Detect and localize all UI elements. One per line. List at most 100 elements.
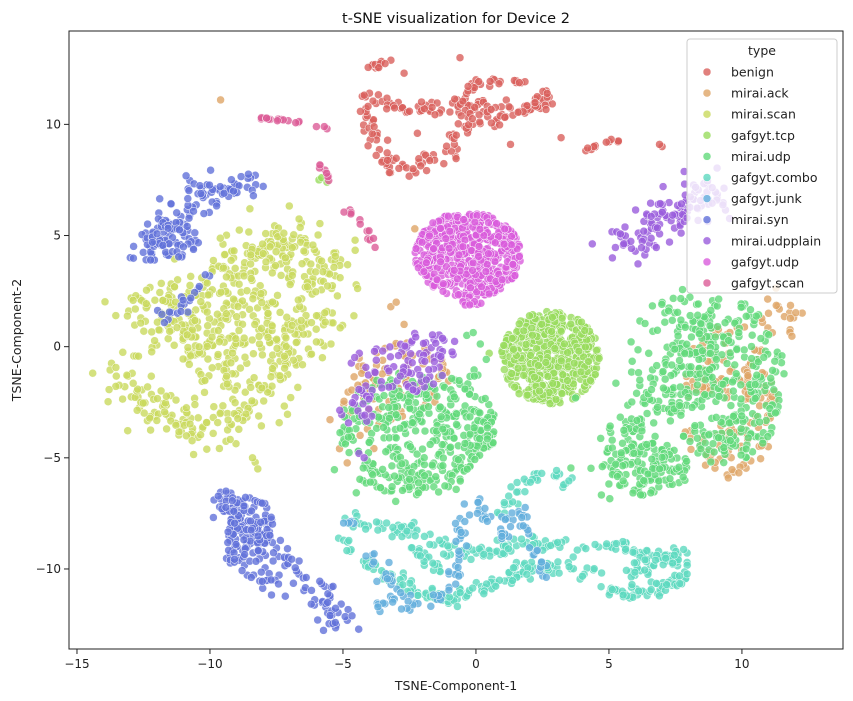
data-point: [268, 364, 277, 373]
data-point: [654, 476, 664, 486]
data-point: [444, 244, 454, 253]
data-point: [736, 302, 746, 312]
data-point: [752, 311, 761, 321]
data-point: [666, 416, 675, 426]
data-point: [655, 140, 664, 149]
data-point: [311, 267, 320, 277]
data-point: [142, 285, 151, 295]
data-point: [280, 352, 289, 361]
data-point: [520, 503, 530, 512]
data-point: [410, 531, 420, 541]
data-point: [212, 201, 221, 211]
data-point: [725, 428, 735, 437]
data-point: [408, 418, 417, 427]
data-point: [468, 266, 477, 275]
data-point: [413, 129, 422, 138]
data-point: [468, 258, 478, 268]
data-point: [732, 345, 742, 354]
data-point: [236, 363, 245, 373]
data-point: [530, 372, 539, 382]
data-point: [129, 242, 138, 251]
data-point: [363, 141, 373, 151]
data-point: [455, 588, 465, 597]
data-point: [769, 385, 779, 395]
data-point: [361, 551, 371, 561]
data-point: [322, 168, 331, 178]
data-point: [245, 305, 254, 314]
data-point: [355, 219, 365, 229]
series-gafgyt-tcp: [314, 173, 604, 408]
data-point: [155, 194, 164, 204]
data-point: [221, 486, 231, 496]
data-point: [388, 523, 398, 532]
data-point: [186, 272, 195, 281]
data-point: [185, 281, 195, 290]
data-point: [398, 486, 407, 495]
data-point: [411, 426, 420, 436]
data-point: [484, 289, 494, 299]
data-point: [359, 90, 369, 100]
data-point: [512, 487, 522, 497]
data-point: [162, 424, 171, 434]
data-point: [308, 240, 318, 250]
data-point: [186, 293, 196, 303]
data-point: [238, 296, 247, 306]
data-point: [200, 376, 210, 385]
data-point: [150, 336, 159, 345]
data-point: [618, 590, 628, 600]
data-point: [184, 213, 194, 223]
data-point: [640, 565, 649, 575]
data-point: [408, 385, 418, 395]
data-point: [311, 324, 321, 334]
data-point: [244, 169, 253, 179]
data-point: [215, 409, 225, 418]
data-point: [307, 599, 316, 609]
data-point: [637, 426, 647, 436]
legend-label: mirai.syn: [731, 212, 789, 227]
legend-label: gafgyt.junk: [731, 191, 803, 206]
data-point: [251, 557, 261, 566]
data-point: [414, 154, 424, 163]
data-point: [241, 387, 250, 397]
data-point: [706, 306, 716, 315]
data-point: [506, 522, 515, 531]
data-point: [202, 444, 212, 454]
data-point: [294, 295, 303, 305]
data-point: [674, 463, 684, 472]
data-point: [553, 538, 562, 547]
data-point: [335, 273, 345, 282]
data-point: [558, 370, 568, 379]
x-tick-label: −10: [197, 657, 222, 671]
data-point: [439, 453, 448, 463]
data-point: [682, 456, 691, 466]
data-point: [247, 396, 257, 406]
data-point: [673, 308, 682, 317]
data-point: [296, 316, 306, 325]
data-point: [507, 508, 517, 518]
data-point: [196, 189, 206, 198]
data-point: [764, 330, 773, 339]
data-point: [226, 256, 236, 265]
data-point: [265, 242, 275, 251]
data-point: [736, 394, 746, 404]
data-point: [758, 438, 768, 448]
data-point: [436, 224, 445, 233]
data-point: [519, 371, 528, 380]
data-point: [596, 582, 606, 591]
data-point: [705, 321, 715, 331]
data-point: [726, 436, 735, 445]
data-point: [622, 566, 631, 575]
legend-marker: [702, 236, 712, 246]
data-point: [249, 349, 258, 358]
data-point: [307, 586, 316, 595]
data-point: [590, 370, 600, 379]
legend-marker: [702, 194, 712, 203]
data-point: [513, 108, 523, 117]
data-point: [756, 334, 766, 343]
legend-label: mirai.udp: [731, 149, 791, 164]
data-point: [142, 299, 151, 308]
data-point: [145, 413, 154, 423]
data-point: [360, 410, 370, 420]
data-point: [602, 539, 611, 549]
data-point: [598, 462, 607, 471]
